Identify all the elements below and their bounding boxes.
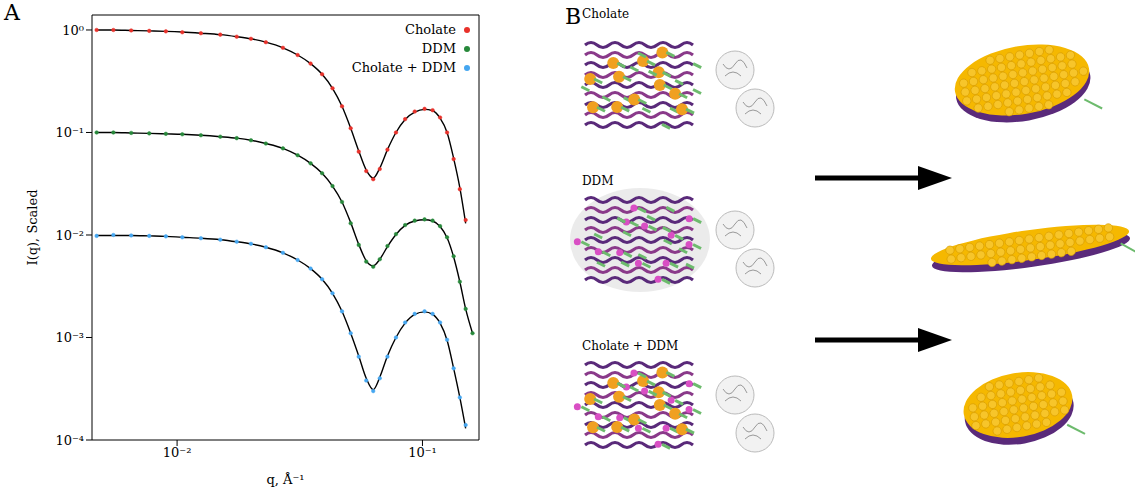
- svg-text:Cholate + DDM: Cholate + DDM: [582, 339, 678, 353]
- html-text:DDM: DDM: [421, 41, 456, 56]
- svg-text:10⁻¹: 10⁻¹: [55, 125, 84, 140]
- svg-text:I(q), Scaled: I(q), Scaled: [25, 190, 40, 266]
- svg-text:10⁻²: 10⁻²: [55, 228, 84, 243]
- svg-text:10⁰: 10⁰: [62, 23, 84, 38]
- html-text:Cholate + DDM: Cholate + DDM: [351, 60, 456, 75]
- svg-text:B: B: [565, 4, 581, 29]
- svg-text:Cholate: Cholate: [582, 7, 629, 21]
- svg-text:q, Å⁻¹: q, Å⁻¹: [266, 472, 304, 487]
- svg-text:10⁻³: 10⁻³: [55, 330, 84, 345]
- svg-text:10⁻⁴: 10⁻⁴: [55, 433, 84, 448]
- svg-text:DDM: DDM: [582, 174, 614, 188]
- html-text:A: A: [4, 0, 20, 25]
- svg-text:10⁻²: 10⁻²: [163, 445, 192, 460]
- html-text:Cholate: Cholate: [405, 22, 456, 37]
- svg-text:10⁻¹: 10⁻¹: [408, 445, 437, 460]
